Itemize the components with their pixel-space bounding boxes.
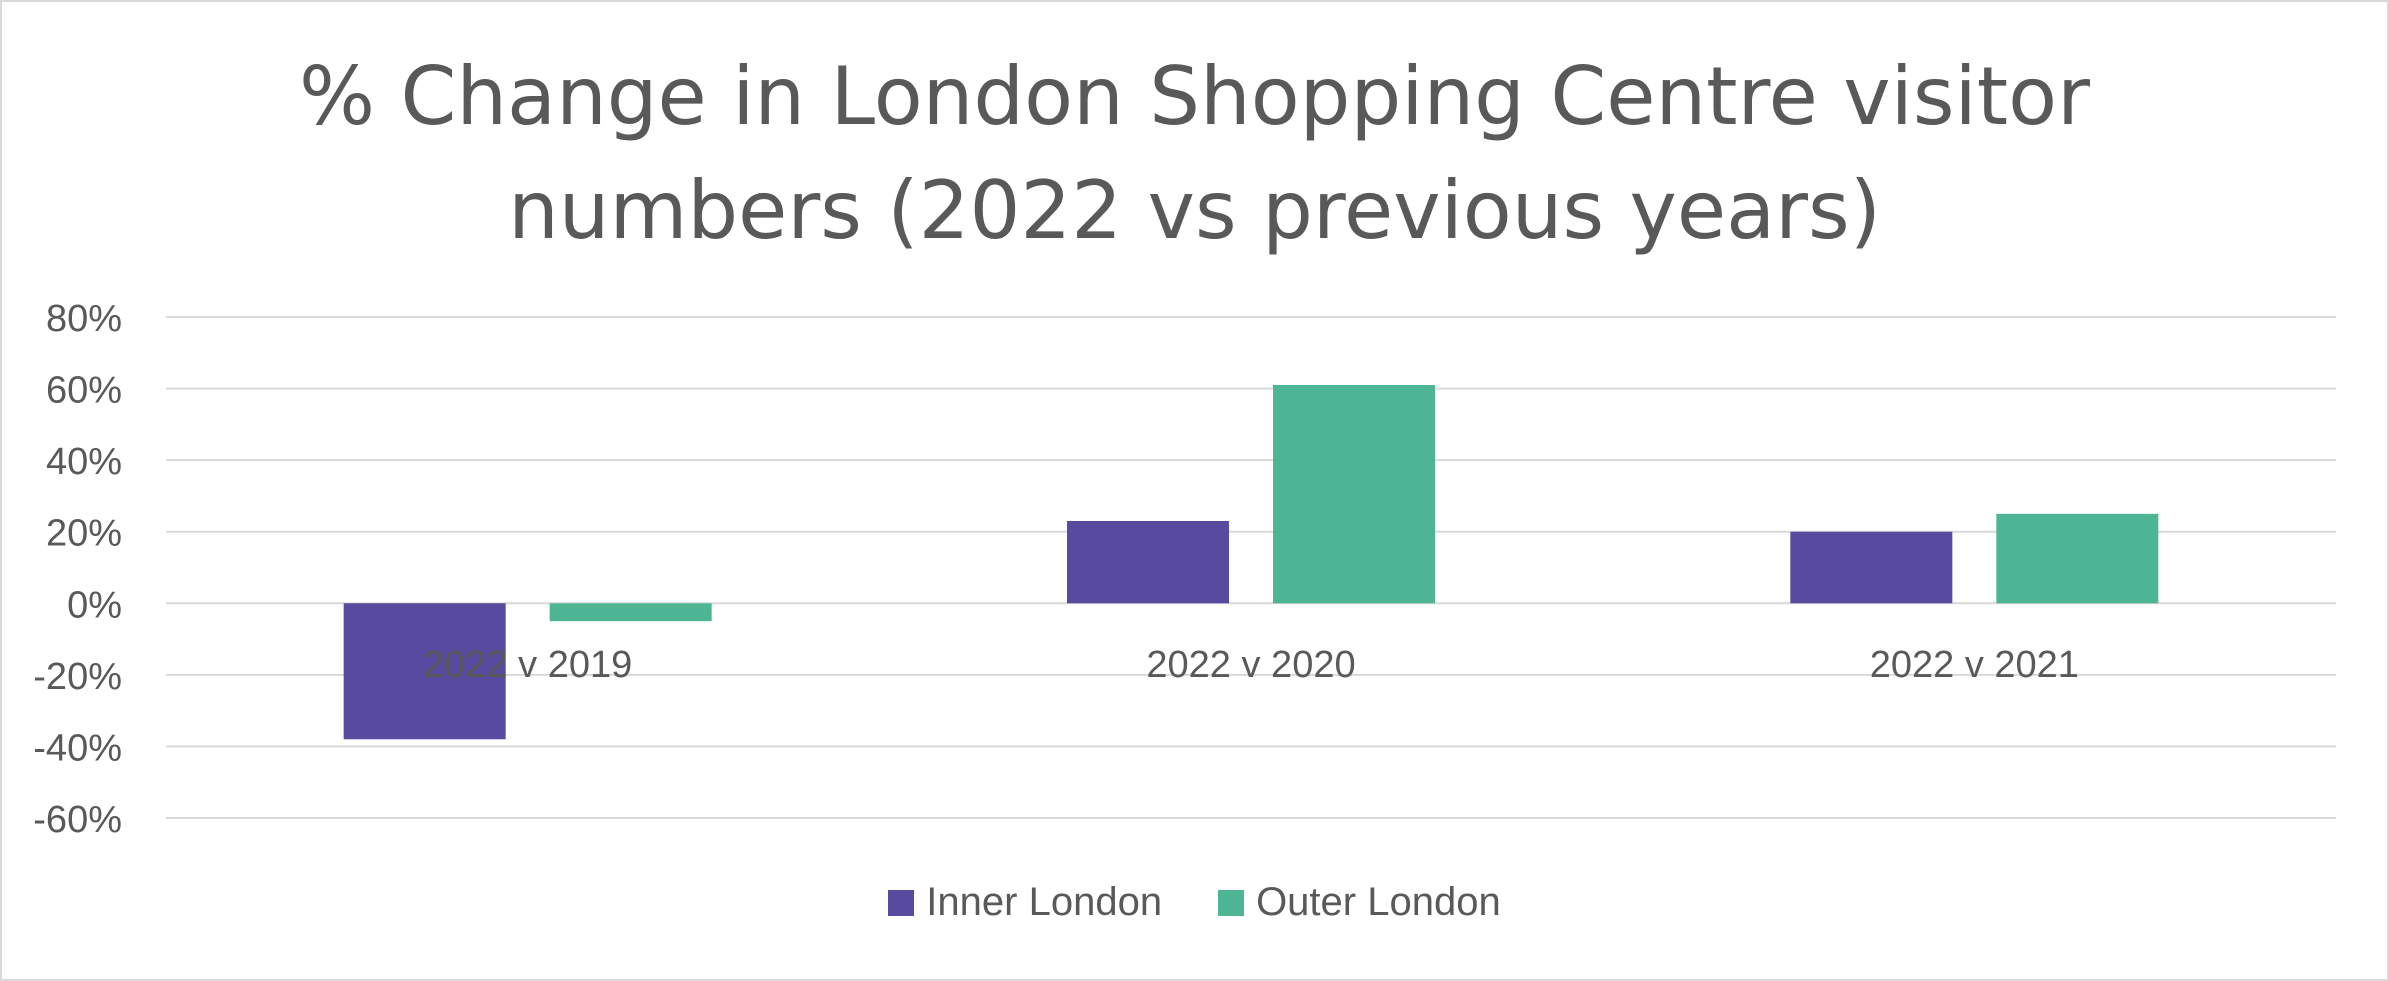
legend: Inner London Outer London <box>0 880 2389 925</box>
legend-item-inner-london: Inner London <box>888 880 1162 925</box>
x-tick-label: 2022 v 2019 <box>423 644 632 686</box>
bars <box>343 384 2159 740</box>
bar-inner-london <box>1790 531 1953 604</box>
y-axis-ticks: 80% 60% 40% 20% 0% -20% -40% -60% <box>33 298 122 841</box>
legend-label-outer-london: Outer London <box>1256 880 1501 924</box>
y-tick-label: 0% <box>67 584 122 626</box>
bar-outer-london <box>549 603 712 622</box>
x-tick-label: 2022 v 2021 <box>1870 644 2079 686</box>
chart-title-line-1: % Change in London Shopping Centre visit… <box>299 50 2090 143</box>
y-tick-label: -20% <box>33 656 122 698</box>
legend-swatch-inner-london <box>888 889 915 916</box>
legend-label-inner-london: Inner London <box>926 880 1163 924</box>
legend-item-outer-london: Outer London <box>1218 880 1501 925</box>
x-tick-label: 2022 v 2020 <box>1146 644 1355 686</box>
y-tick-label: 40% <box>46 441 122 483</box>
y-tick-label: -40% <box>33 727 122 769</box>
chart-title: % Change in London Shopping Centre visit… <box>0 40 2389 268</box>
bar-outer-london <box>1996 513 2159 604</box>
y-tick-label: -60% <box>33 799 122 841</box>
y-tick-label: 80% <box>46 298 122 340</box>
bar-inner-london <box>1067 520 1229 604</box>
chart-title-line-2: numbers (2022 vs previous years) <box>508 164 1881 257</box>
y-tick-label: 20% <box>46 513 122 555</box>
legend-swatch-outer-london <box>1218 889 1245 916</box>
bar-outer-london <box>1273 384 1435 604</box>
y-tick-label: 60% <box>46 370 122 412</box>
gridlines <box>166 316 2336 819</box>
x-axis-labels: 2022 v 2019 2022 v 2020 2022 v 2021 <box>423 644 2079 686</box>
bar-inner-london <box>343 603 506 740</box>
